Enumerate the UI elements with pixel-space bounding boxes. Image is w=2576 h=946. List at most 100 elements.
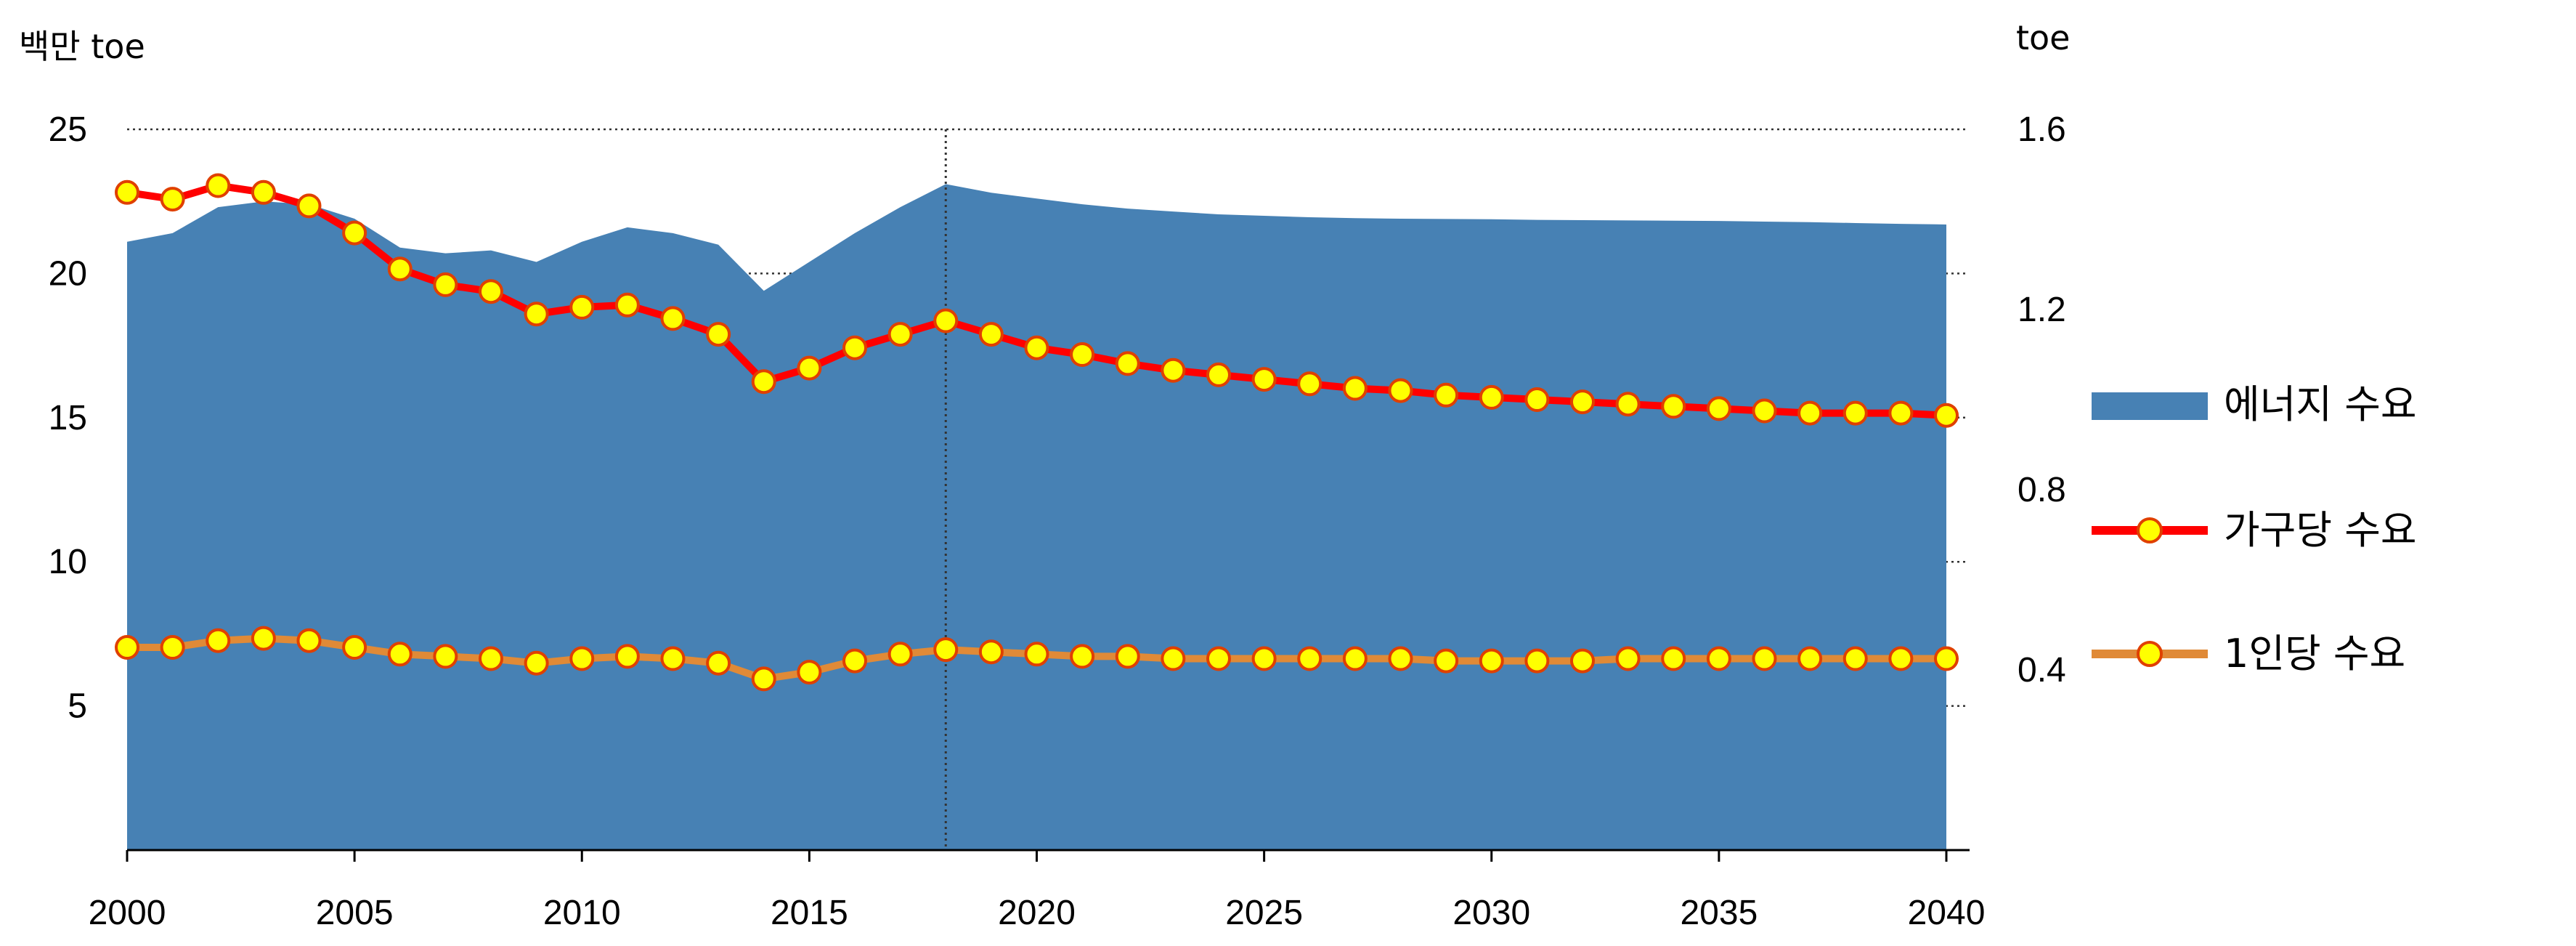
- point-per-capita-demand: [1024, 642, 1049, 667]
- point-per-capita-demand: [1251, 646, 1277, 671]
- point-per-capita-demand: [933, 637, 959, 663]
- point-per-capita-demand: [115, 635, 139, 660]
- x-axis-tick-label: 2015: [771, 894, 848, 932]
- point-per-capita-demand: [1342, 646, 1368, 671]
- point-household-demand: [1206, 362, 1231, 387]
- left-axis-tick-label: 20: [49, 254, 87, 293]
- x-axis-tick-label: 2010: [543, 894, 621, 932]
- point-household-demand: [206, 173, 231, 198]
- legend-label-per-capita-demand: 1인당 수요: [2224, 631, 2405, 676]
- point-household-demand: [1842, 400, 1868, 426]
- point-per-capita-demand: [797, 660, 822, 685]
- point-household-demand: [342, 220, 367, 246]
- point-per-capita-demand: [706, 650, 731, 676]
- point-per-capita-demand: [206, 628, 231, 653]
- legend-label-energy-demand: 에너지 수요: [2224, 381, 2417, 427]
- point-household-demand: [569, 294, 595, 320]
- point-household-demand: [1115, 351, 1140, 376]
- point-per-capita-demand: [1661, 646, 1686, 671]
- point-household-demand: [1524, 387, 1550, 412]
- point-household-demand: [160, 187, 185, 212]
- point-per-capita-demand: [842, 648, 867, 674]
- left-axis-tick-label: 15: [49, 399, 87, 437]
- point-per-capita-demand: [1706, 646, 1731, 671]
- point-per-capita-demand: [1070, 644, 1095, 669]
- legend-label-household-demand: 가구당 수요: [2224, 507, 2417, 553]
- point-per-capita-demand: [751, 666, 776, 692]
- point-household-demand: [1888, 400, 1914, 426]
- point-household-demand: [660, 306, 686, 331]
- point-household-demand: [1070, 342, 1095, 367]
- x-axis-tick-label: 2035: [1680, 894, 1758, 932]
- point-household-demand: [1479, 384, 1504, 410]
- point-household-demand: [1388, 378, 1413, 403]
- point-household-demand: [751, 369, 776, 395]
- point-household-demand: [1615, 392, 1641, 417]
- axes: [126, 849, 1970, 862]
- legend-swatch-energy-demand: [2092, 392, 2208, 420]
- point-household-demand: [1661, 394, 1686, 419]
- point-household-demand: [1434, 382, 1459, 408]
- point-per-capita-demand: [1434, 648, 1459, 674]
- point-household-demand: [933, 308, 959, 333]
- point-per-capita-demand: [524, 650, 549, 676]
- point-per-capita-demand: [1524, 648, 1550, 674]
- point-household-demand: [433, 272, 458, 297]
- point-per-capita-demand: [160, 635, 185, 660]
- point-per-capita-demand: [251, 626, 276, 651]
- point-per-capita-demand: [479, 646, 503, 671]
- point-household-demand: [387, 256, 413, 282]
- left-axis-tick-label: 5: [68, 687, 87, 726]
- point-household-demand: [524, 302, 549, 327]
- point-household-demand: [1752, 398, 1777, 424]
- point-per-capita-demand: [1615, 646, 1641, 671]
- left-axis-unit: 백만 toe: [19, 27, 145, 66]
- point-household-demand: [251, 179, 276, 205]
- point-per-capita-demand: [1570, 648, 1595, 674]
- point-per-capita-demand: [1934, 646, 1959, 671]
- x-axis-tick-label: 2040: [1908, 894, 1986, 932]
- right-axis-tick-label: 1.2: [2018, 291, 2066, 329]
- point-per-capita-demand: [433, 644, 458, 669]
- point-household-demand: [1706, 396, 1731, 421]
- point-per-capita-demand: [887, 642, 913, 667]
- legend: 에너지 수요 가구당 수요 1인당 수요: [2092, 381, 2417, 676]
- point-per-capita-demand: [1888, 646, 1914, 671]
- point-household-demand: [296, 193, 322, 219]
- point-household-demand: [1161, 357, 1186, 383]
- point-household-demand: [706, 322, 731, 347]
- point-per-capita-demand: [1161, 646, 1186, 671]
- point-household-demand: [1797, 400, 1823, 426]
- left-axis-tick-label: 25: [49, 110, 87, 149]
- point-per-capita-demand: [1842, 646, 1868, 671]
- point-per-capita-demand: [1388, 646, 1413, 671]
- point-household-demand: [1342, 376, 1368, 401]
- point-per-capita-demand: [1206, 646, 1231, 671]
- area-series: [127, 184, 1946, 851]
- point-per-capita-demand: [1797, 646, 1823, 671]
- point-household-demand: [887, 322, 913, 347]
- point-household-demand: [1570, 389, 1595, 415]
- point-household-demand: [614, 292, 640, 318]
- x-axis-tick-label: 2025: [1225, 894, 1303, 932]
- point-per-capita-demand: [1115, 644, 1140, 669]
- point-per-capita-demand: [1479, 648, 1504, 674]
- point-per-capita-demand: [614, 644, 640, 669]
- point-household-demand: [1251, 367, 1277, 392]
- point-per-capita-demand: [1752, 646, 1777, 671]
- point-household-demand: [1297, 371, 1322, 397]
- point-household-demand: [479, 279, 503, 304]
- point-household-demand: [115, 179, 139, 205]
- point-per-capita-demand: [569, 646, 595, 671]
- x-axis-tick-label: 2030: [1452, 894, 1530, 932]
- point-per-capita-demand: [660, 646, 686, 671]
- point-per-capita-demand: [1297, 646, 1322, 671]
- left-axis-tick-label: 10: [49, 543, 87, 581]
- point-per-capita-demand: [387, 642, 413, 667]
- right-axis-tick-label: 0.4: [2018, 651, 2066, 690]
- legend-marker-per-capita-demand: [2137, 641, 2163, 667]
- x-axis-tick-label: 2000: [89, 894, 166, 932]
- point-household-demand: [978, 322, 1004, 347]
